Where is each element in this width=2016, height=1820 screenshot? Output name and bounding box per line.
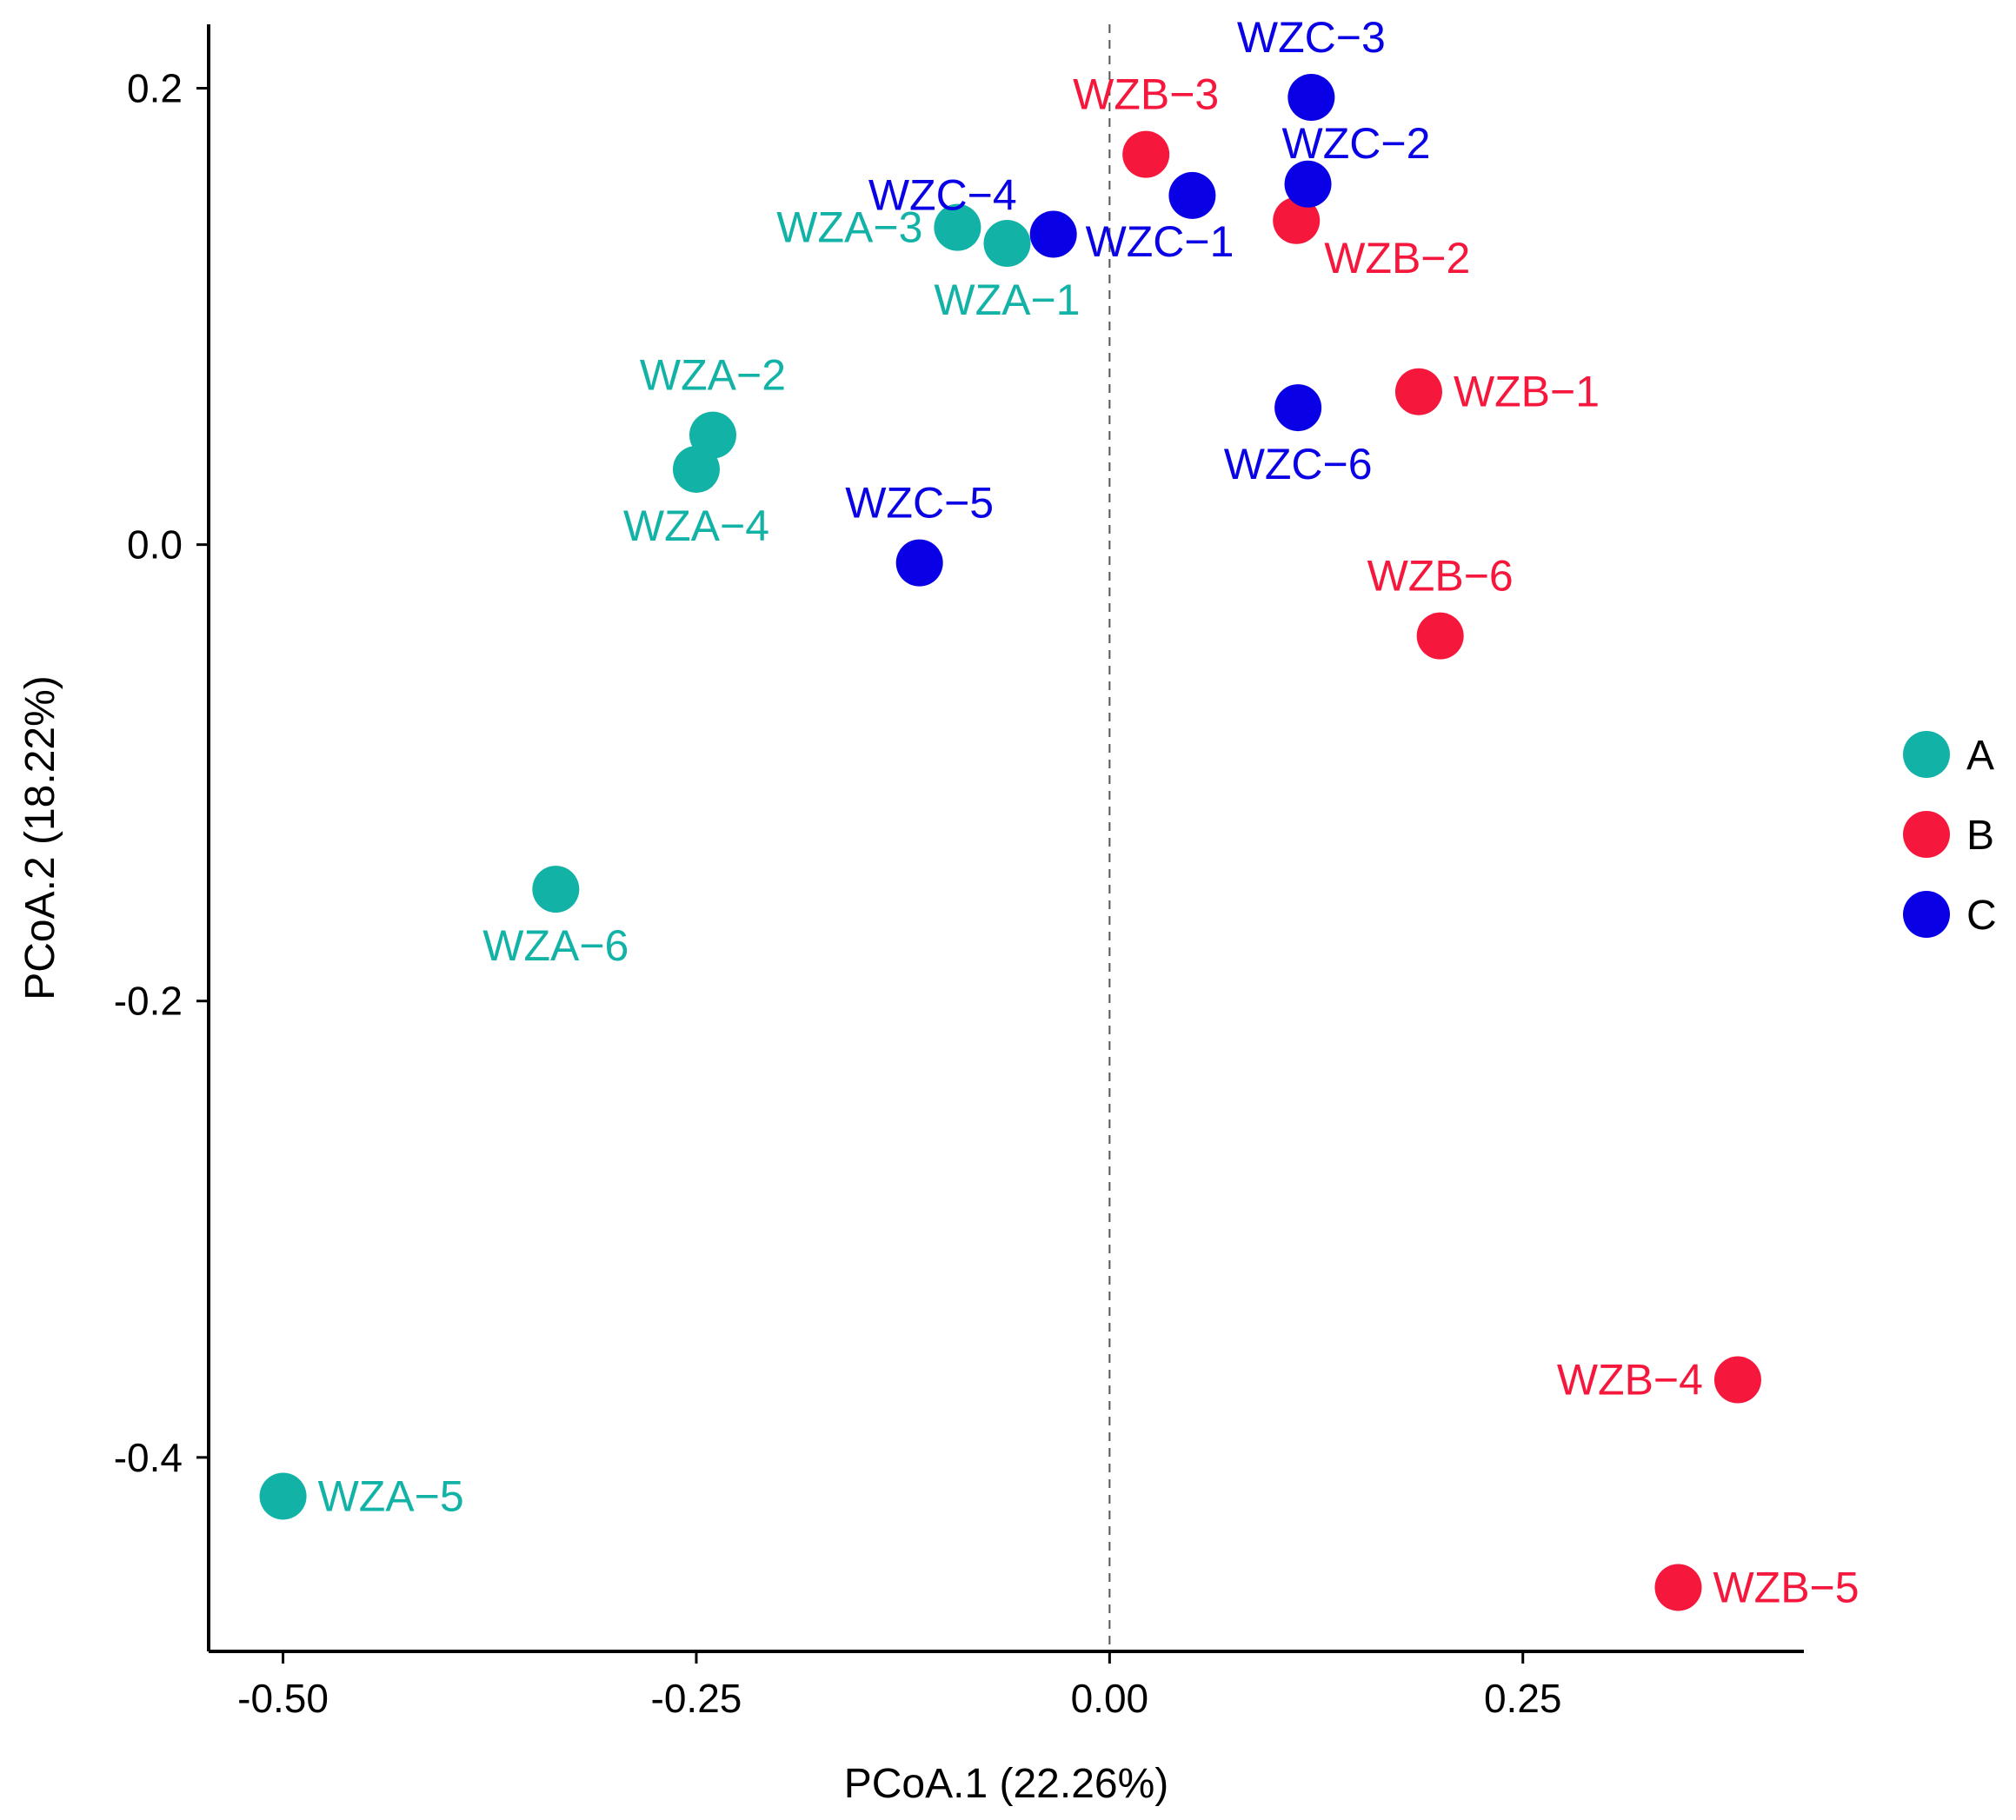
legend-label-a: A [1966,733,1994,779]
axis-ticks: -0.50 -0.25 0.00 0.25 0.2 0.0 -0.2 -0.4 [114,66,1562,1721]
point-label-wzb-3: WZB−3 [1073,70,1219,119]
point-label-wzb-1: WZB−1 [1454,368,1600,416]
point-label-wzc-4: WZC−4 [868,171,1017,220]
y-tick-label: -0.4 [114,1435,183,1480]
legend-key-a [1903,731,1950,778]
x-axis-title: PCoA.1 (22.26%) [844,1761,1169,1807]
legend-key-c [1903,891,1950,938]
legend: ABC [1903,731,1997,939]
point-label-wzc-5: WZC−5 [845,479,994,528]
point-wzc-5 [895,539,943,587]
point-label-wza-6: WZA−6 [482,921,629,970]
point-wza-5 [259,1472,307,1520]
legend-label-c: C [1966,893,1997,939]
point-label-wzb-6: WZB−6 [1367,552,1514,601]
point-label-wzc-3: WZC−3 [1237,13,1386,62]
y-tick-label: 0.2 [127,66,183,111]
point-wzb-6 [1416,612,1464,660]
legend-key-b [1903,811,1950,858]
point-label-wza-5: WZA−5 [318,1471,464,1520]
point-label-wza-1: WZA−1 [934,276,1080,324]
x-tick-label: -0.50 [237,1676,329,1721]
x-tick-label: -0.25 [651,1676,742,1721]
x-tick-label: 0.00 [1071,1676,1149,1721]
y-tick-label: -0.2 [114,979,183,1024]
y-tick-label: 0.0 [127,522,183,568]
point-label-wzc-6: WZC−6 [1224,440,1373,488]
point-label-wzc-1: WZC−1 [1086,217,1234,266]
point-wzc-4 [1029,210,1077,258]
y-axis-title: PCoA.2 (18.22%) [17,675,63,1000]
point-wzc-2 [1284,160,1332,208]
point-label-wza-2: WZA−2 [640,351,786,400]
data-points [259,74,1761,1611]
point-wzb-2 [1273,196,1321,244]
point-wzc-1 [1168,171,1216,219]
point-wza-6 [532,866,580,913]
point-wza-3 [934,203,981,251]
point-wza-4 [672,445,720,493]
point-wzb-1 [1394,368,1442,415]
point-label-wzb-4: WZB−4 [1557,1356,1703,1405]
point-wzb-4 [1713,1356,1761,1404]
point-label-wza-4: WZA−4 [623,501,769,550]
x-tick-label: 0.25 [1484,1676,1562,1721]
point-label-wzb-2: WZB−2 [1324,234,1470,282]
point-label-wzc-2: WZC−2 [1282,119,1431,168]
point-label-wzb-5: WZB−5 [1713,1563,1859,1611]
point-wzc-6 [1274,384,1322,432]
axes [207,24,1804,1653]
point-wzb-3 [1122,130,1170,178]
point-wzc-3 [1287,74,1335,122]
point-label-wza-3: WZA−3 [776,203,922,252]
point-wzb-5 [1654,1564,1702,1611]
data-point-labels: WZA−1 WZA−2 WZA−3 WZA−4 WZA−5 WZA−6 WZB−1 WZB−2… [318,13,1860,1611]
point-wza-1 [983,220,1031,268]
legend-label-b: B [1966,813,1994,859]
